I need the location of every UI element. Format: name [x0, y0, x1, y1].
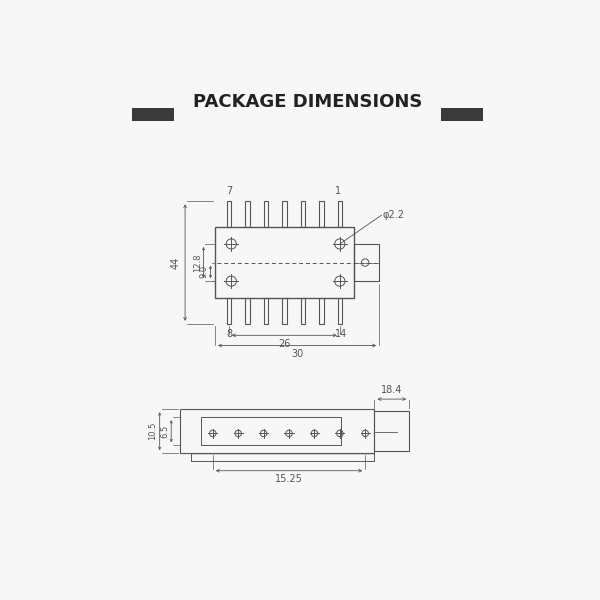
Bar — [354, 244, 379, 281]
Bar — [374, 411, 409, 451]
Text: 14: 14 — [335, 329, 347, 340]
Text: 6.5: 6.5 — [160, 425, 169, 438]
Text: 10.5: 10.5 — [148, 422, 157, 440]
Text: 15.25: 15.25 — [275, 475, 303, 484]
Text: 12.8: 12.8 — [193, 253, 202, 272]
Bar — [338, 202, 342, 227]
Bar — [181, 409, 374, 453]
Bar — [301, 202, 305, 227]
Bar — [245, 298, 250, 324]
Bar — [319, 298, 323, 324]
Bar — [201, 417, 341, 445]
Text: 8: 8 — [227, 329, 233, 340]
Bar — [227, 202, 231, 227]
Bar — [338, 298, 342, 324]
Bar — [132, 107, 173, 121]
Text: 18.4: 18.4 — [381, 385, 403, 395]
Text: 30: 30 — [291, 349, 303, 359]
Bar — [263, 202, 268, 227]
Bar — [263, 298, 268, 324]
Bar — [282, 202, 287, 227]
Text: φ2.2: φ2.2 — [383, 210, 405, 220]
Text: 26: 26 — [278, 339, 290, 349]
Text: PACKAGE DIMENSIONS: PACKAGE DIMENSIONS — [193, 93, 422, 111]
Text: 7: 7 — [227, 186, 233, 196]
Bar — [245, 202, 250, 227]
Bar — [282, 298, 287, 324]
Bar — [442, 107, 483, 121]
Bar — [227, 298, 231, 324]
Bar — [301, 298, 305, 324]
Text: 44: 44 — [170, 256, 181, 269]
Text: 1: 1 — [335, 186, 341, 196]
Bar — [319, 202, 323, 227]
Bar — [215, 227, 354, 298]
Text: 9.0: 9.0 — [200, 265, 209, 278]
